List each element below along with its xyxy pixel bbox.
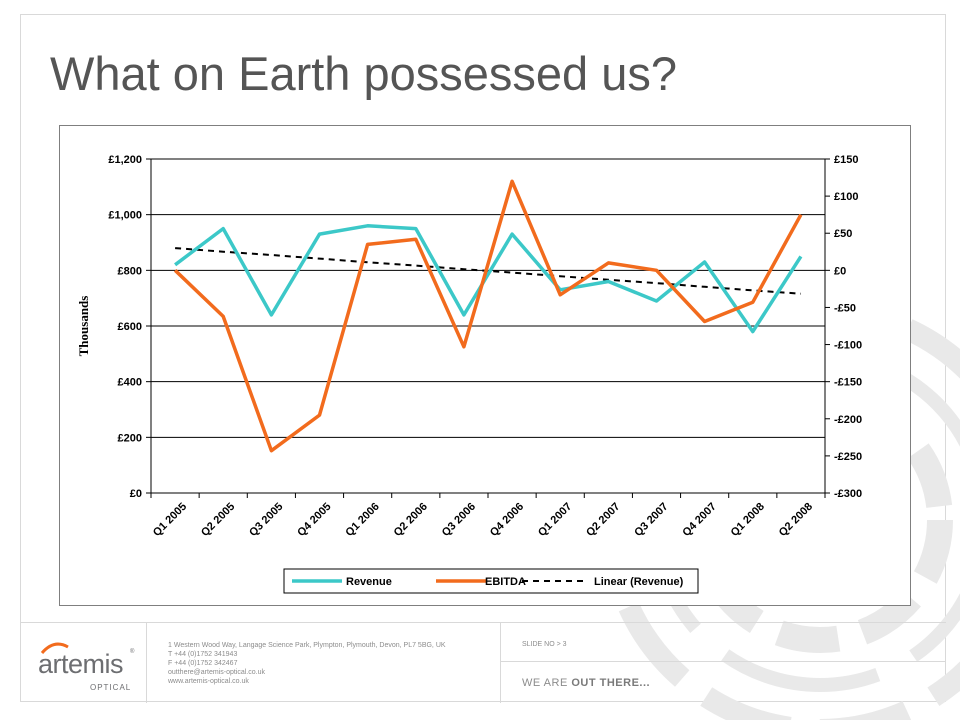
slide-title: What on Earth possessed us? bbox=[50, 47, 678, 100]
y-right-tick-label: £100 bbox=[834, 191, 858, 203]
x-tick-label: Q3 2005 bbox=[247, 501, 285, 539]
footer-divider bbox=[500, 623, 501, 703]
slide-number: SLIDE NO > 3 bbox=[522, 641, 567, 648]
phone-line: T +44 (0)1752 341943 bbox=[168, 651, 238, 658]
x-tick-label: Q1 2008 bbox=[729, 501, 767, 539]
footer: artemis ® OPTICAL 1 Western Wood Way, La… bbox=[20, 622, 946, 703]
legend-label: EBITDA bbox=[485, 576, 526, 588]
x-tick-label: Q1 2007 bbox=[536, 501, 574, 539]
y-right-tick-label: -£300 bbox=[834, 488, 862, 500]
y-right-tick-label: £150 bbox=[834, 154, 858, 166]
y-right-tick-label: £0 bbox=[834, 265, 846, 277]
tagline-prefix: WE ARE bbox=[522, 677, 572, 689]
website-link[interactable]: www.artemis-optical.co.uk bbox=[168, 678, 249, 685]
footer-divider bbox=[500, 661, 946, 662]
x-tick-label: Q1 2005 bbox=[151, 501, 189, 539]
address-line: 1 Western Wood Way, Langage Science Park… bbox=[168, 642, 446, 649]
y-right-tick-label: -£200 bbox=[834, 414, 862, 426]
x-tick-label: Q2 2006 bbox=[392, 501, 430, 539]
y-left-tick-label: £1,000 bbox=[108, 210, 142, 222]
y-right-tick-label: £50 bbox=[834, 228, 852, 240]
artemis-logo: artemis ® OPTICAL bbox=[38, 641, 138, 692]
y-left-tick-label: £800 bbox=[118, 265, 142, 277]
y-right-tick-label: -£50 bbox=[834, 302, 856, 314]
x-tick-label: Q3 2007 bbox=[632, 501, 670, 539]
logo-wordmark: artemis bbox=[38, 649, 124, 679]
company-address: 1 Western Wood Way, Langage Science Park… bbox=[168, 641, 446, 686]
series-line-revenue bbox=[174, 224, 803, 334]
fax-line: F +44 (0)1752 342467 bbox=[168, 660, 238, 667]
line-chart: £0 £200 £400 £600 £800 £1,000 £1,200 -£300 -£250… bbox=[76, 154, 862, 594]
legend-label: Linear (Revenue) bbox=[594, 576, 684, 588]
y-left-tick-label: £200 bbox=[118, 432, 142, 444]
x-tick-label: Q1 2006 bbox=[343, 501, 381, 539]
logo-subtitle: OPTICAL bbox=[90, 683, 132, 692]
y-right-tick-label: -£150 bbox=[834, 377, 862, 389]
x-tick-label: Q2 2005 bbox=[199, 501, 237, 539]
logo-registered-mark: ® bbox=[130, 649, 135, 655]
legend-label: Revenue bbox=[346, 576, 392, 588]
x-tick-label: Q2 2008 bbox=[777, 501, 815, 539]
y-right-tick-label: -£100 bbox=[834, 340, 862, 352]
series-line-linear-revenue bbox=[175, 247, 801, 295]
x-tick-label: Q3 2006 bbox=[440, 501, 478, 539]
legend-box bbox=[283, 568, 699, 594]
x-tick-label: Q4 2006 bbox=[488, 501, 526, 539]
email-link[interactable]: outthere@artemis-optical.co.uk bbox=[168, 669, 265, 676]
y-left-tick-label: £400 bbox=[118, 377, 142, 389]
y-left-tick-label: £1,200 bbox=[108, 154, 142, 166]
tagline-emphasis: OUT THERE... bbox=[571, 677, 651, 689]
y-left-tick-label: £0 bbox=[130, 488, 142, 500]
y-right-tick-label: -£250 bbox=[834, 451, 862, 463]
y-left-tick-label: £600 bbox=[118, 321, 142, 333]
x-tick-label: Q4 2007 bbox=[680, 501, 718, 539]
logo-swoosh-icon bbox=[40, 642, 69, 655]
x-tick-label: Q2 2007 bbox=[584, 501, 622, 539]
tagline: WE ARE OUT THERE... bbox=[522, 677, 650, 689]
x-tick-label: Q4 2005 bbox=[295, 501, 333, 539]
chart-area: £0 £200 £400 £600 £800 £1,000 £1,200 -£300 -£250… bbox=[59, 125, 911, 606]
y-axis-title: Thousands bbox=[76, 296, 91, 357]
footer-divider bbox=[146, 623, 147, 703]
series-line-ebitda bbox=[173, 179, 803, 453]
